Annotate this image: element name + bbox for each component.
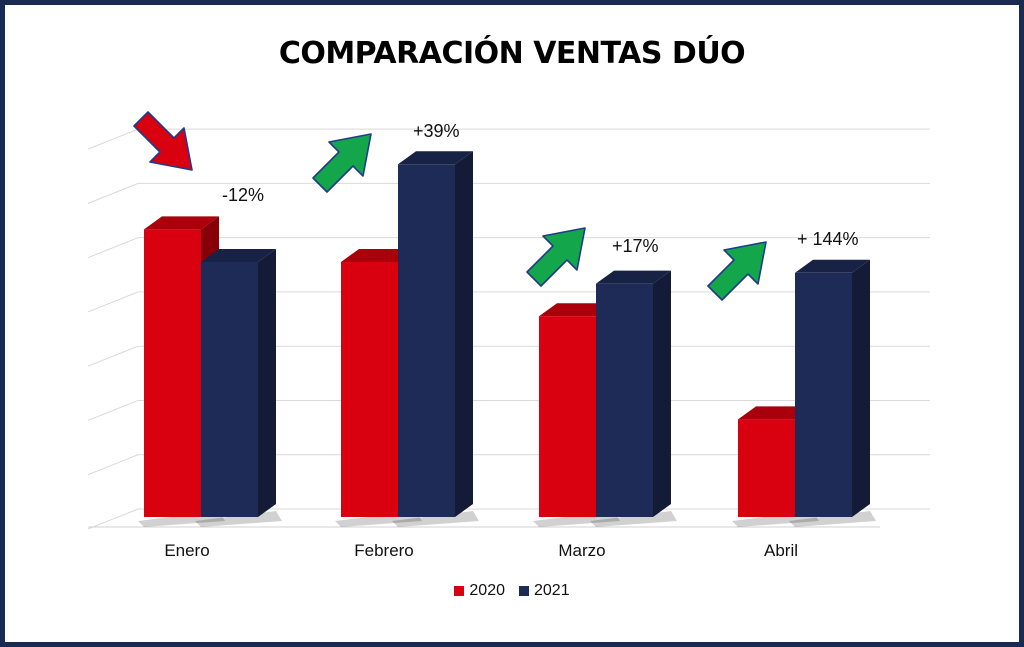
arrow-up-icon (312, 133, 372, 193)
category-labels: Enero Febrero Marzo Abril (164, 541, 798, 560)
gridline-depth (87, 454, 139, 476)
trend-arrows: -12% +39% +17% + 144% (133, 111, 859, 301)
bar-top (596, 270, 671, 284)
legend-item-2021: 2021 (519, 582, 570, 600)
category-label-febrero: Febrero (354, 541, 414, 560)
gridline-depth (87, 128, 139, 150)
bar-front (539, 316, 596, 517)
change-label-marzo: +17% (612, 236, 659, 256)
bar-top (144, 216, 219, 230)
gridline-depth (87, 508, 139, 530)
bar-front (738, 419, 795, 517)
bar-top (795, 259, 870, 273)
bar-top (738, 406, 813, 420)
legend: 2020 2021 (0, 582, 1024, 600)
legend-item-2020: 2020 (454, 582, 505, 600)
change-label-febrero: +39% (413, 121, 460, 141)
arrow-down-icon (133, 111, 193, 171)
bar-2021-febrero (392, 151, 479, 527)
arrow-up-icon (707, 241, 767, 301)
bar-2021-enero (195, 248, 282, 527)
arrow-up-icon (526, 227, 586, 287)
arrow-shape (312, 133, 372, 193)
bar-front (398, 164, 455, 517)
bar-top (398, 151, 473, 165)
bar-top (341, 248, 416, 262)
gridline-depth (87, 345, 139, 367)
legend-swatch-2021 (519, 586, 529, 596)
bar-top (201, 248, 276, 262)
bar-side (455, 151, 473, 517)
arrow-shape (526, 227, 586, 287)
bars (138, 151, 876, 527)
gridline-depth (87, 182, 139, 204)
legend-swatch-2020 (454, 586, 465, 596)
bar-front (144, 229, 201, 518)
bar-2021-marzo (590, 270, 677, 527)
arrow-shape (707, 241, 767, 301)
gridline-depth (87, 400, 139, 421)
bar-side (852, 259, 870, 517)
bar-front (795, 272, 852, 517)
category-label-abril: Abril (764, 541, 798, 560)
bar-side (653, 270, 671, 517)
legend-label-2021: 2021 (534, 582, 570, 599)
change-label-enero: -12% (222, 185, 264, 205)
category-label-marzo: Marzo (558, 541, 605, 560)
bar-front (201, 261, 258, 517)
category-label-enero: Enero (164, 541, 209, 560)
gridline-depth (87, 237, 139, 259)
bar-side (258, 248, 276, 518)
change-label-abril: + 144% (797, 229, 859, 249)
arrow-shape (133, 111, 193, 171)
bar-top (539, 303, 614, 317)
legend-label-2020: 2020 (469, 582, 505, 599)
bar-2021-abril (789, 259, 876, 527)
bar-front (341, 261, 398, 517)
bar-front (596, 283, 653, 517)
chart-title: COMPARACIÓN VENTAS DÚO (278, 36, 746, 71)
gridline-depth (87, 291, 139, 313)
